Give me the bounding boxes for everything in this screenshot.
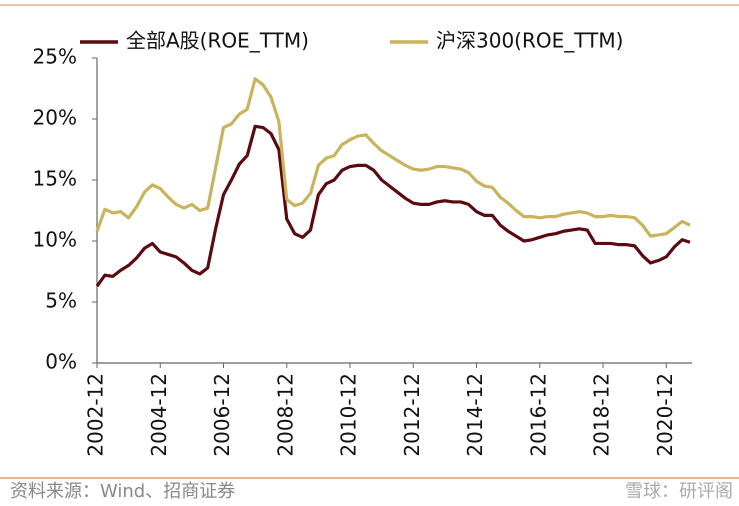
x-tick-label: 2004-12 [147,373,171,457]
series-line [95,77,691,238]
x-tick-label: 2020-12 [653,373,677,457]
y-tick-label: 0% [45,350,77,374]
legend-label: 全部A股(ROE_TTM) [126,29,309,53]
x-tick-label: 2008-12 [273,373,297,457]
watermark: 雪球：研评阁 [625,481,733,502]
x-tick-label: 2016-12 [526,373,550,457]
y-tick-label: 15% [33,167,77,191]
x-tick-label: 2012-12 [400,373,424,457]
source-note: 资料来源：Wind、招商证券 [10,481,235,502]
legend-label: 沪深300(ROE_TTM) [436,29,623,53]
y-tick-label: 25% [33,45,77,69]
series-line [95,124,691,288]
x-tick-label: 2018-12 [590,373,614,457]
y-tick-label: 5% [45,289,77,313]
x-tick-label: 2006-12 [210,373,234,457]
x-tick-label: 2002-12 [84,373,108,457]
x-tick-label: 2010-12 [337,373,361,457]
x-tick-label: 2014-12 [463,373,487,457]
y-tick-label: 10% [33,228,77,252]
y-tick-label: 20% [33,106,77,130]
